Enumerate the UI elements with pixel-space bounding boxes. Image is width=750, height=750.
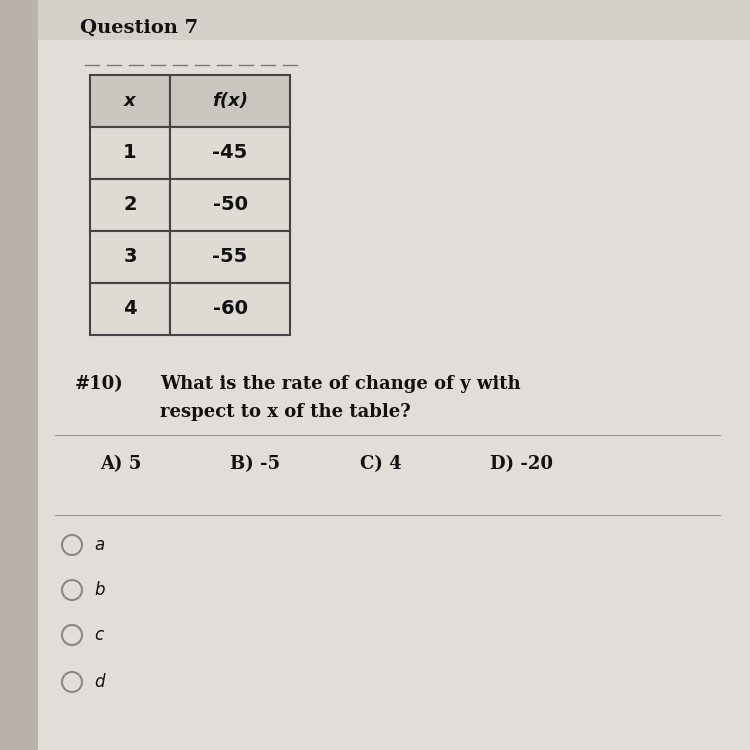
Bar: [170, 283, 290, 335]
Bar: [170, 75, 290, 127]
Text: -55: -55: [212, 248, 248, 266]
Text: a: a: [94, 536, 104, 554]
Bar: [90, 75, 170, 127]
Bar: [90, 127, 170, 179]
Bar: [170, 231, 290, 283]
Text: B) -5: B) -5: [230, 455, 280, 473]
Text: -60: -60: [212, 299, 248, 319]
Text: What is the rate of change of y with: What is the rate of change of y with: [160, 375, 520, 393]
Bar: [170, 127, 290, 179]
Text: c: c: [94, 626, 103, 644]
Text: D) -20: D) -20: [490, 455, 553, 473]
Text: #10): #10): [75, 375, 124, 393]
Text: f(x): f(x): [212, 92, 248, 110]
Bar: [0, 0, 38, 750]
Bar: [170, 179, 290, 231]
Bar: [90, 283, 170, 335]
Text: respect to x of the table?: respect to x of the table?: [160, 403, 411, 421]
Text: 2: 2: [123, 196, 136, 214]
Text: 4: 4: [123, 299, 136, 319]
Text: -45: -45: [212, 143, 248, 163]
Text: b: b: [94, 581, 104, 599]
Text: 1: 1: [123, 143, 136, 163]
Text: d: d: [94, 673, 104, 691]
Text: C) 4: C) 4: [360, 455, 402, 473]
Bar: [90, 231, 170, 283]
Bar: [38, 0, 750, 40]
Bar: [90, 179, 170, 231]
Text: -50: -50: [212, 196, 248, 214]
Text: 3: 3: [123, 248, 136, 266]
Text: Question 7: Question 7: [80, 19, 198, 37]
Text: A) 5: A) 5: [100, 455, 141, 473]
Text: x: x: [124, 92, 136, 110]
